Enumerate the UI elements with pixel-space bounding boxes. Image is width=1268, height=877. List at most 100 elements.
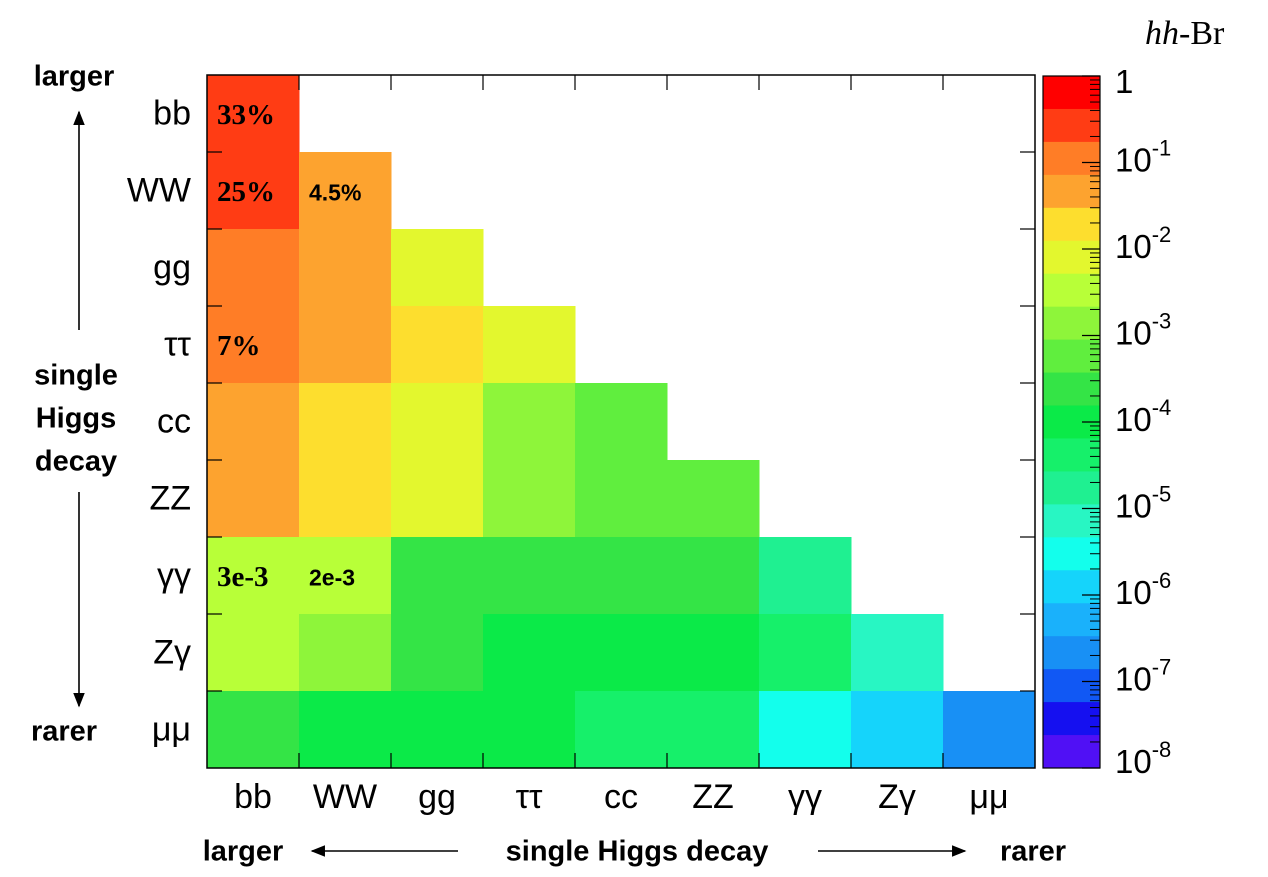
- heatmap-cell: [483, 383, 576, 461]
- x-tick-label: ττ: [516, 778, 543, 816]
- x-tick-label: γγ: [788, 778, 822, 816]
- colorbar-tick-label: 10-4: [1115, 395, 1171, 438]
- colorbar-title-italic: hh: [1145, 15, 1179, 52]
- heatmap-cell: [943, 691, 1036, 769]
- colorbar-tick-exponent: -5: [1152, 481, 1172, 506]
- heatmap-cell: [391, 306, 484, 384]
- heatmap-cell: [207, 383, 300, 461]
- heatmap-cell: [299, 691, 392, 769]
- colorbar-title: hh-Br: [1145, 15, 1225, 52]
- colorbar-tick-base: 10: [1115, 141, 1152, 178]
- heatmap-cell: [667, 537, 760, 615]
- colorbar-band: [1043, 438, 1100, 472]
- colorbar-tick-label: 10-8: [1115, 737, 1171, 780]
- heatmap-cell: [759, 691, 852, 769]
- heatmap-cell: [207, 691, 300, 769]
- heatmap-cell: [667, 614, 760, 692]
- heatmap-cell: [483, 614, 576, 692]
- y-tick-label: μμ: [152, 710, 191, 748]
- heatmap-cell: [575, 537, 668, 615]
- heatmap-cell: [391, 537, 484, 615]
- heatmap-cell: [759, 614, 852, 692]
- heatmap-cell: [667, 691, 760, 769]
- colorbar-tick-base: 10: [1115, 660, 1152, 697]
- colorbar-band: [1043, 108, 1100, 143]
- colorbar-title-rest: -Br: [1179, 15, 1225, 52]
- y-annotation-middle: single: [34, 360, 118, 392]
- colorbar-tick-label: 10-1: [1115, 135, 1171, 178]
- colorbar-tick-label: 10-5: [1115, 481, 1171, 524]
- heatmap-cell: [207, 537, 300, 615]
- y-annotation-bottom: rarer: [31, 716, 97, 748]
- colorbar-band: [1043, 141, 1100, 176]
- cell-value-label: 25%: [217, 176, 275, 208]
- heatmap-cell: [391, 383, 484, 461]
- colorbar-band: [1043, 339, 1100, 374]
- colorbar-tick-base: 10: [1115, 743, 1152, 780]
- colorbar-tick-exponent: -6: [1152, 568, 1172, 593]
- x-tick-label: μμ: [969, 778, 1008, 816]
- y-tick-label: ττ: [164, 325, 191, 363]
- y-tick-label: ZZ: [149, 479, 191, 517]
- x-annotation-right: rarer: [1000, 836, 1066, 868]
- cell-value-label: 33%: [217, 99, 275, 131]
- colorbar-band: [1043, 207, 1100, 242]
- cell-value-label: 2e-3: [309, 565, 355, 591]
- y-tick-label: γγ: [157, 556, 191, 594]
- colorbar-band: [1043, 570, 1100, 604]
- y-tick-label: cc: [157, 402, 191, 440]
- heatmap-cell: [299, 614, 392, 692]
- colorbar-band: [1043, 372, 1100, 407]
- colorbar-band: [1043, 76, 1100, 110]
- y-annotation-top: larger: [34, 61, 115, 93]
- colorbar-tick-exponent: -1: [1152, 135, 1172, 160]
- heatmap-cell: [391, 460, 484, 538]
- y-annotation-middle: decay: [35, 446, 117, 478]
- colorbar-tick-exponent: -4: [1152, 395, 1172, 420]
- colorbar-tick-base: 10: [1115, 228, 1152, 265]
- colorbar-band: [1043, 636, 1100, 670]
- heatmap-cell: [207, 614, 300, 692]
- plot-frame: [206, 74, 1036, 769]
- heatmap-cell: [391, 691, 484, 769]
- colorbar-tick-label: 10-7: [1115, 654, 1171, 697]
- heatmap-cell: [299, 152, 392, 230]
- heatmap-cell: [207, 152, 300, 230]
- heatmap-cell: [207, 229, 300, 307]
- heatmap-cell: [391, 614, 484, 692]
- colorbar-band: [1043, 306, 1100, 341]
- x-annotation-middle: single Higgs decay: [506, 836, 769, 868]
- cell-value-label: 7%: [217, 330, 261, 362]
- heatmap-cell: [299, 537, 392, 615]
- colorbar-tick-base: 1: [1115, 63, 1133, 100]
- x-tick-label: ZZ: [692, 778, 734, 816]
- heatmap-cell: [851, 691, 944, 769]
- heatmap-cell: [299, 229, 392, 307]
- heatmap-cell: [575, 383, 668, 461]
- colorbar-band: [1043, 273, 1100, 308]
- x-tick-label: WW: [313, 778, 377, 816]
- heatmap-cell: [207, 306, 300, 384]
- heatmap-cell: [483, 537, 576, 615]
- x-tick-label: bb: [234, 778, 272, 816]
- heatmap-cell: [667, 460, 760, 538]
- y-tick-label: Zγ: [153, 633, 191, 671]
- colorbar-tick-base: 10: [1115, 574, 1152, 611]
- colorbar-tick-base: 10: [1115, 401, 1152, 438]
- colorbar-band: [1043, 735, 1100, 769]
- y-tick-label: WW: [127, 171, 191, 209]
- heatmap-cell: [575, 691, 668, 769]
- colorbar-band: [1043, 504, 1100, 538]
- cell-value-label: 4.5%: [309, 180, 361, 206]
- colorbar-tick-label: 1: [1115, 63, 1133, 100]
- colorbar-tick-exponent: -3: [1152, 308, 1172, 333]
- heatmap-cell: [299, 306, 392, 384]
- colorbar-tick-label: 10-3: [1115, 308, 1171, 351]
- colorbar-tick-label: 10-6: [1115, 568, 1171, 611]
- colorbar-tick-exponent: -8: [1152, 737, 1172, 762]
- heatmap-cell: [391, 229, 484, 307]
- heatmap-cell: [483, 691, 576, 769]
- heatmap-cell: [851, 614, 944, 692]
- colorbar-band: [1043, 471, 1100, 505]
